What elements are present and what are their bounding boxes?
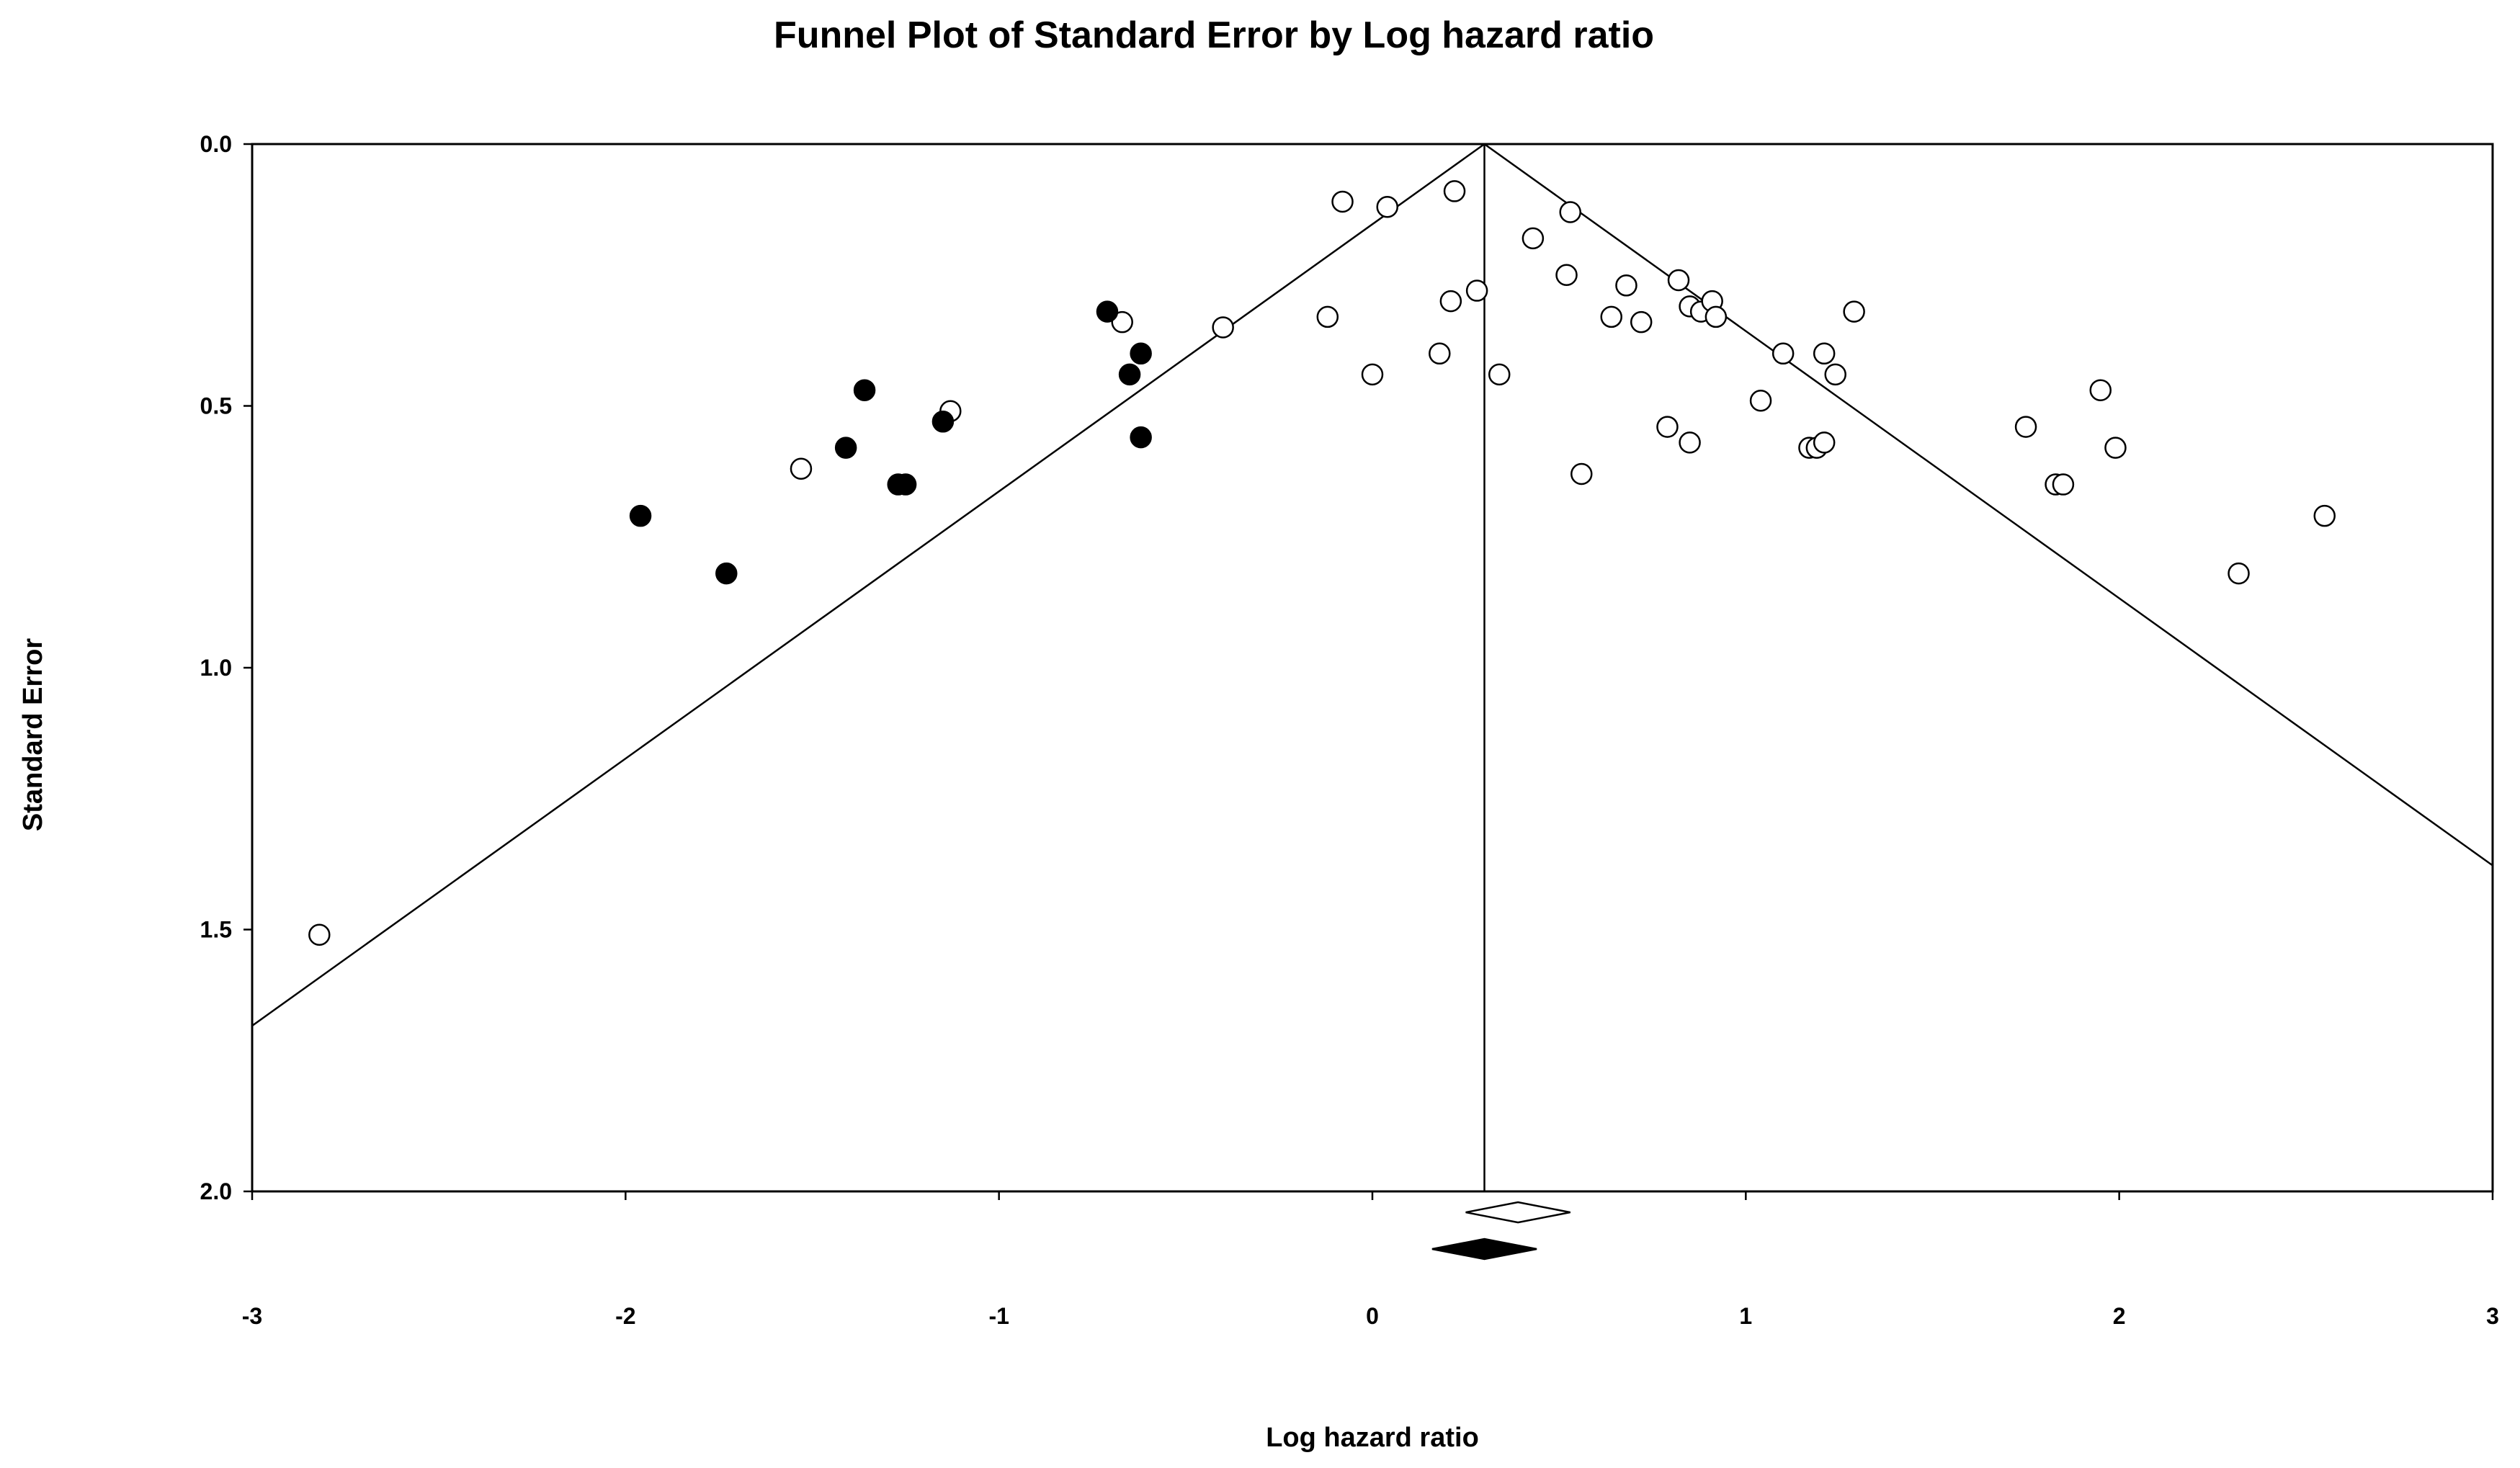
observed-study-point [2014, 416, 2037, 438]
observed-study-point [1843, 300, 1865, 323]
observed-summary-diamond [1465, 1201, 1570, 1224]
imputed-study-point [715, 562, 738, 585]
imputed-study-point [853, 379, 876, 401]
x-tick-label: 0 [1366, 1303, 1379, 1329]
imputed-study-point [629, 504, 652, 527]
observed-study-point [1331, 190, 1354, 213]
observed-study-point [1667, 269, 1690, 292]
y-tick-label: 0.5 [200, 393, 232, 419]
plot-area-frame [251, 143, 2494, 1193]
observed-study-point [1488, 363, 1511, 386]
observed-study-point [1376, 195, 1398, 218]
y-tick-label: 0.0 [200, 131, 232, 157]
x-tick-label: 3 [2486, 1303, 2499, 1329]
x-tick-label: -1 [988, 1303, 1009, 1329]
observed-study-point [308, 923, 331, 946]
y-tick-label: 1.0 [200, 655, 232, 681]
x-tick-label: 1 [1739, 1303, 1752, 1329]
observed-study-point [1656, 416, 1679, 438]
adjusted-summary-diamond [1431, 1237, 1537, 1261]
data-points [308, 180, 2336, 946]
y-tick-label: 1.5 [200, 917, 232, 943]
observed-study-point [1111, 310, 1133, 334]
funnel-lines [252, 144, 2493, 1191]
y-axis: 0.0 0.5 1.0 1.5 2.0 [200, 131, 252, 1204]
observed-study-point [1704, 305, 1728, 328]
imputed-study-point [894, 473, 917, 496]
observed-study-point [1212, 316, 1234, 339]
imputed-study-point [931, 411, 955, 433]
y-tick-label: 2.0 [200, 1178, 232, 1204]
observed-study-point [1570, 462, 1593, 485]
observed-study-point [2089, 379, 2112, 401]
observed-study-point [1813, 342, 1836, 365]
observed-study-point [790, 457, 813, 480]
observed-study-point [1600, 305, 1622, 328]
y-axis-label: Standard Error [18, 638, 48, 831]
funnel-left-boundary [252, 144, 1485, 1027]
observed-study-point [2052, 473, 2075, 496]
imputed-study-point [1130, 342, 1152, 365]
summary-diamonds [1431, 1201, 1570, 1261]
observed-study-point [1771, 342, 1795, 365]
observed-study-point [1630, 310, 1653, 334]
observed-study-point [1679, 431, 1701, 454]
observed-study-point [2104, 437, 2127, 459]
x-axis-label: Log hazard ratio [1266, 1423, 1479, 1453]
observed-study-point [1443, 180, 1466, 202]
observed-study-point [1439, 290, 1462, 313]
observed-study-point [1555, 264, 1578, 286]
observed-study-point [1813, 431, 1836, 454]
imputed-study-point [1130, 426, 1152, 449]
observed-study-point [1316, 305, 1339, 328]
x-tick-label: 2 [2113, 1303, 2126, 1329]
x-tick-label: -3 [242, 1303, 262, 1329]
chart-title: Funnel Plot of Standard Error by Log haz… [774, 14, 1654, 56]
x-tick-label: -2 [615, 1303, 635, 1329]
observed-study-point [1429, 342, 1451, 365]
imputed-study-point [834, 437, 857, 459]
observed-study-point [2313, 504, 2336, 527]
imputed-study-point [1118, 363, 1141, 386]
observed-study-point [1465, 279, 1488, 302]
observed-study-point [1559, 201, 1581, 223]
observed-study-point [2228, 562, 2250, 585]
observed-study-point [1749, 389, 1772, 412]
observed-study-point [1361, 363, 1384, 386]
observed-study-point [1522, 227, 1545, 250]
observed-study-point [1824, 363, 1846, 386]
imputed-study-point [1096, 300, 1119, 323]
x-axis: -3 -2 -1 0 1 2 3 [242, 1191, 2499, 1329]
observed-study-point [1615, 274, 1637, 297]
